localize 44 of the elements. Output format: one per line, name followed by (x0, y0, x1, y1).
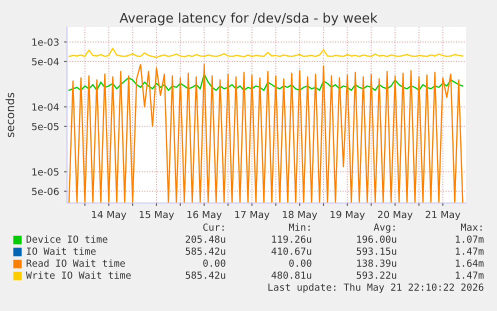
text: 585.42u (186, 247, 226, 255)
line-series (68, 64, 464, 203)
y-tick-label: 1e-03 (32, 38, 59, 46)
text: 138.39u (357, 259, 396, 267)
x-tick-label: 19 May (330, 210, 365, 220)
text: 1.07m (456, 235, 484, 243)
line-series (68, 73, 464, 91)
x-tick-label: 16 May (187, 210, 222, 220)
y-axis-title: seconds (6, 92, 14, 138)
legend-label: Write IO Wait time (26, 271, 131, 279)
text: 205.48u (186, 235, 226, 243)
chart-title: Average latency for /dev/sda - by week (120, 12, 378, 26)
text: 1.47m (456, 248, 484, 255)
x-tick-label: 18 May (282, 210, 318, 220)
text: 593.22u (356, 271, 396, 279)
x-tick-label: 20 May (378, 210, 413, 220)
text: Avg: (374, 224, 395, 233)
y-tick-label: 1e-04 (32, 103, 59, 111)
legend-label: Read IO Wait time (26, 259, 125, 267)
text: 1.47m (456, 272, 484, 279)
text: Max: (460, 224, 482, 231)
text: 585.42u (186, 271, 226, 279)
text: 480.81u (272, 271, 312, 279)
x-tick-label: 14 May (92, 210, 126, 220)
line-series (68, 48, 464, 58)
text: 119.26u (272, 235, 312, 243)
legend-label: Device IO time (26, 235, 108, 243)
y-tick-label: 5e-06 (32, 188, 59, 196)
text: 410.67u (272, 247, 312, 255)
x-tick-label: 17 May (235, 210, 270, 220)
text: Last update: Thu May 21 22:10:22 2026 (268, 283, 484, 293)
text: 0.00 (289, 259, 312, 267)
text: Min: (288, 223, 310, 231)
y-tick-label: 5e-04 (32, 58, 59, 66)
x-tick-label: 15 May (140, 210, 174, 220)
text: 1.64m (456, 259, 484, 267)
text: 0.00 (203, 259, 226, 267)
y-tick-label: 1e-05 (32, 168, 59, 176)
y-tick-label: 5e-05 (32, 122, 59, 130)
text: Cur: (203, 223, 224, 231)
legend-label: IO Wait time (26, 247, 96, 255)
text: 196.00u (357, 235, 396, 243)
text: 593.15u (356, 247, 396, 255)
x-tick-label: 21 May (426, 210, 460, 220)
